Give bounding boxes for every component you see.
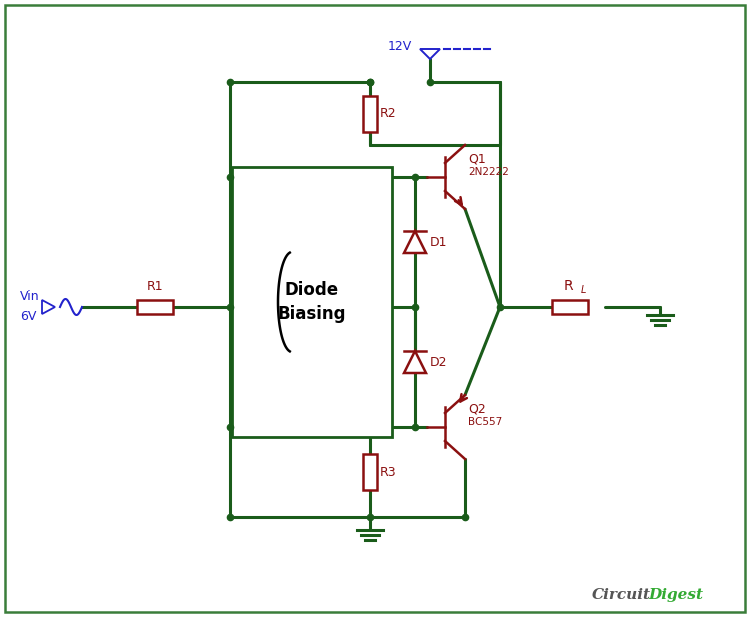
Bar: [137, 300, 173, 314]
Text: 2N2222: 2N2222: [468, 167, 509, 177]
Bar: [552, 300, 588, 314]
Text: Biasing: Biasing: [278, 305, 346, 323]
Text: Digest: Digest: [648, 588, 703, 602]
Text: Q2: Q2: [468, 402, 486, 415]
Text: Q1: Q1: [468, 152, 486, 165]
Text: Diode: Diode: [285, 281, 339, 299]
Bar: [232, 167, 392, 437]
Text: R: R: [563, 279, 573, 293]
Text: R2: R2: [380, 107, 397, 120]
Text: R1: R1: [147, 280, 164, 293]
Text: $_L$: $_L$: [580, 282, 587, 296]
Text: Circuit: Circuit: [592, 588, 651, 602]
Polygon shape: [404, 351, 426, 373]
Text: BC557: BC557: [468, 417, 502, 427]
Text: D2: D2: [430, 355, 448, 368]
Polygon shape: [404, 231, 426, 253]
Text: R3: R3: [380, 465, 397, 479]
Bar: [363, 454, 377, 490]
Bar: [363, 96, 377, 131]
Text: D1: D1: [430, 236, 448, 249]
Text: 6V: 6V: [20, 310, 36, 323]
Text: 12V: 12V: [388, 41, 412, 54]
Text: Vin: Vin: [20, 291, 40, 304]
